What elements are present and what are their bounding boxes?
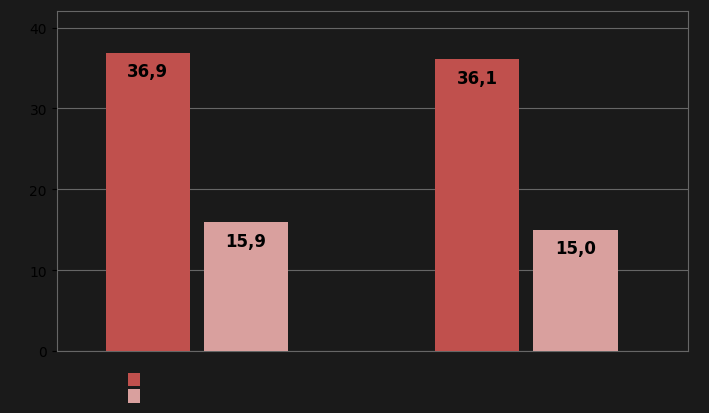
Text: 15,0: 15,0: [555, 240, 596, 258]
Bar: [204, 223, 288, 351]
Text: 36,1: 36,1: [457, 70, 498, 88]
Bar: [106, 54, 190, 351]
Text: 15,9: 15,9: [225, 233, 267, 250]
Bar: [533, 230, 618, 351]
Text: 36,9: 36,9: [128, 63, 169, 81]
Bar: [435, 60, 520, 351]
